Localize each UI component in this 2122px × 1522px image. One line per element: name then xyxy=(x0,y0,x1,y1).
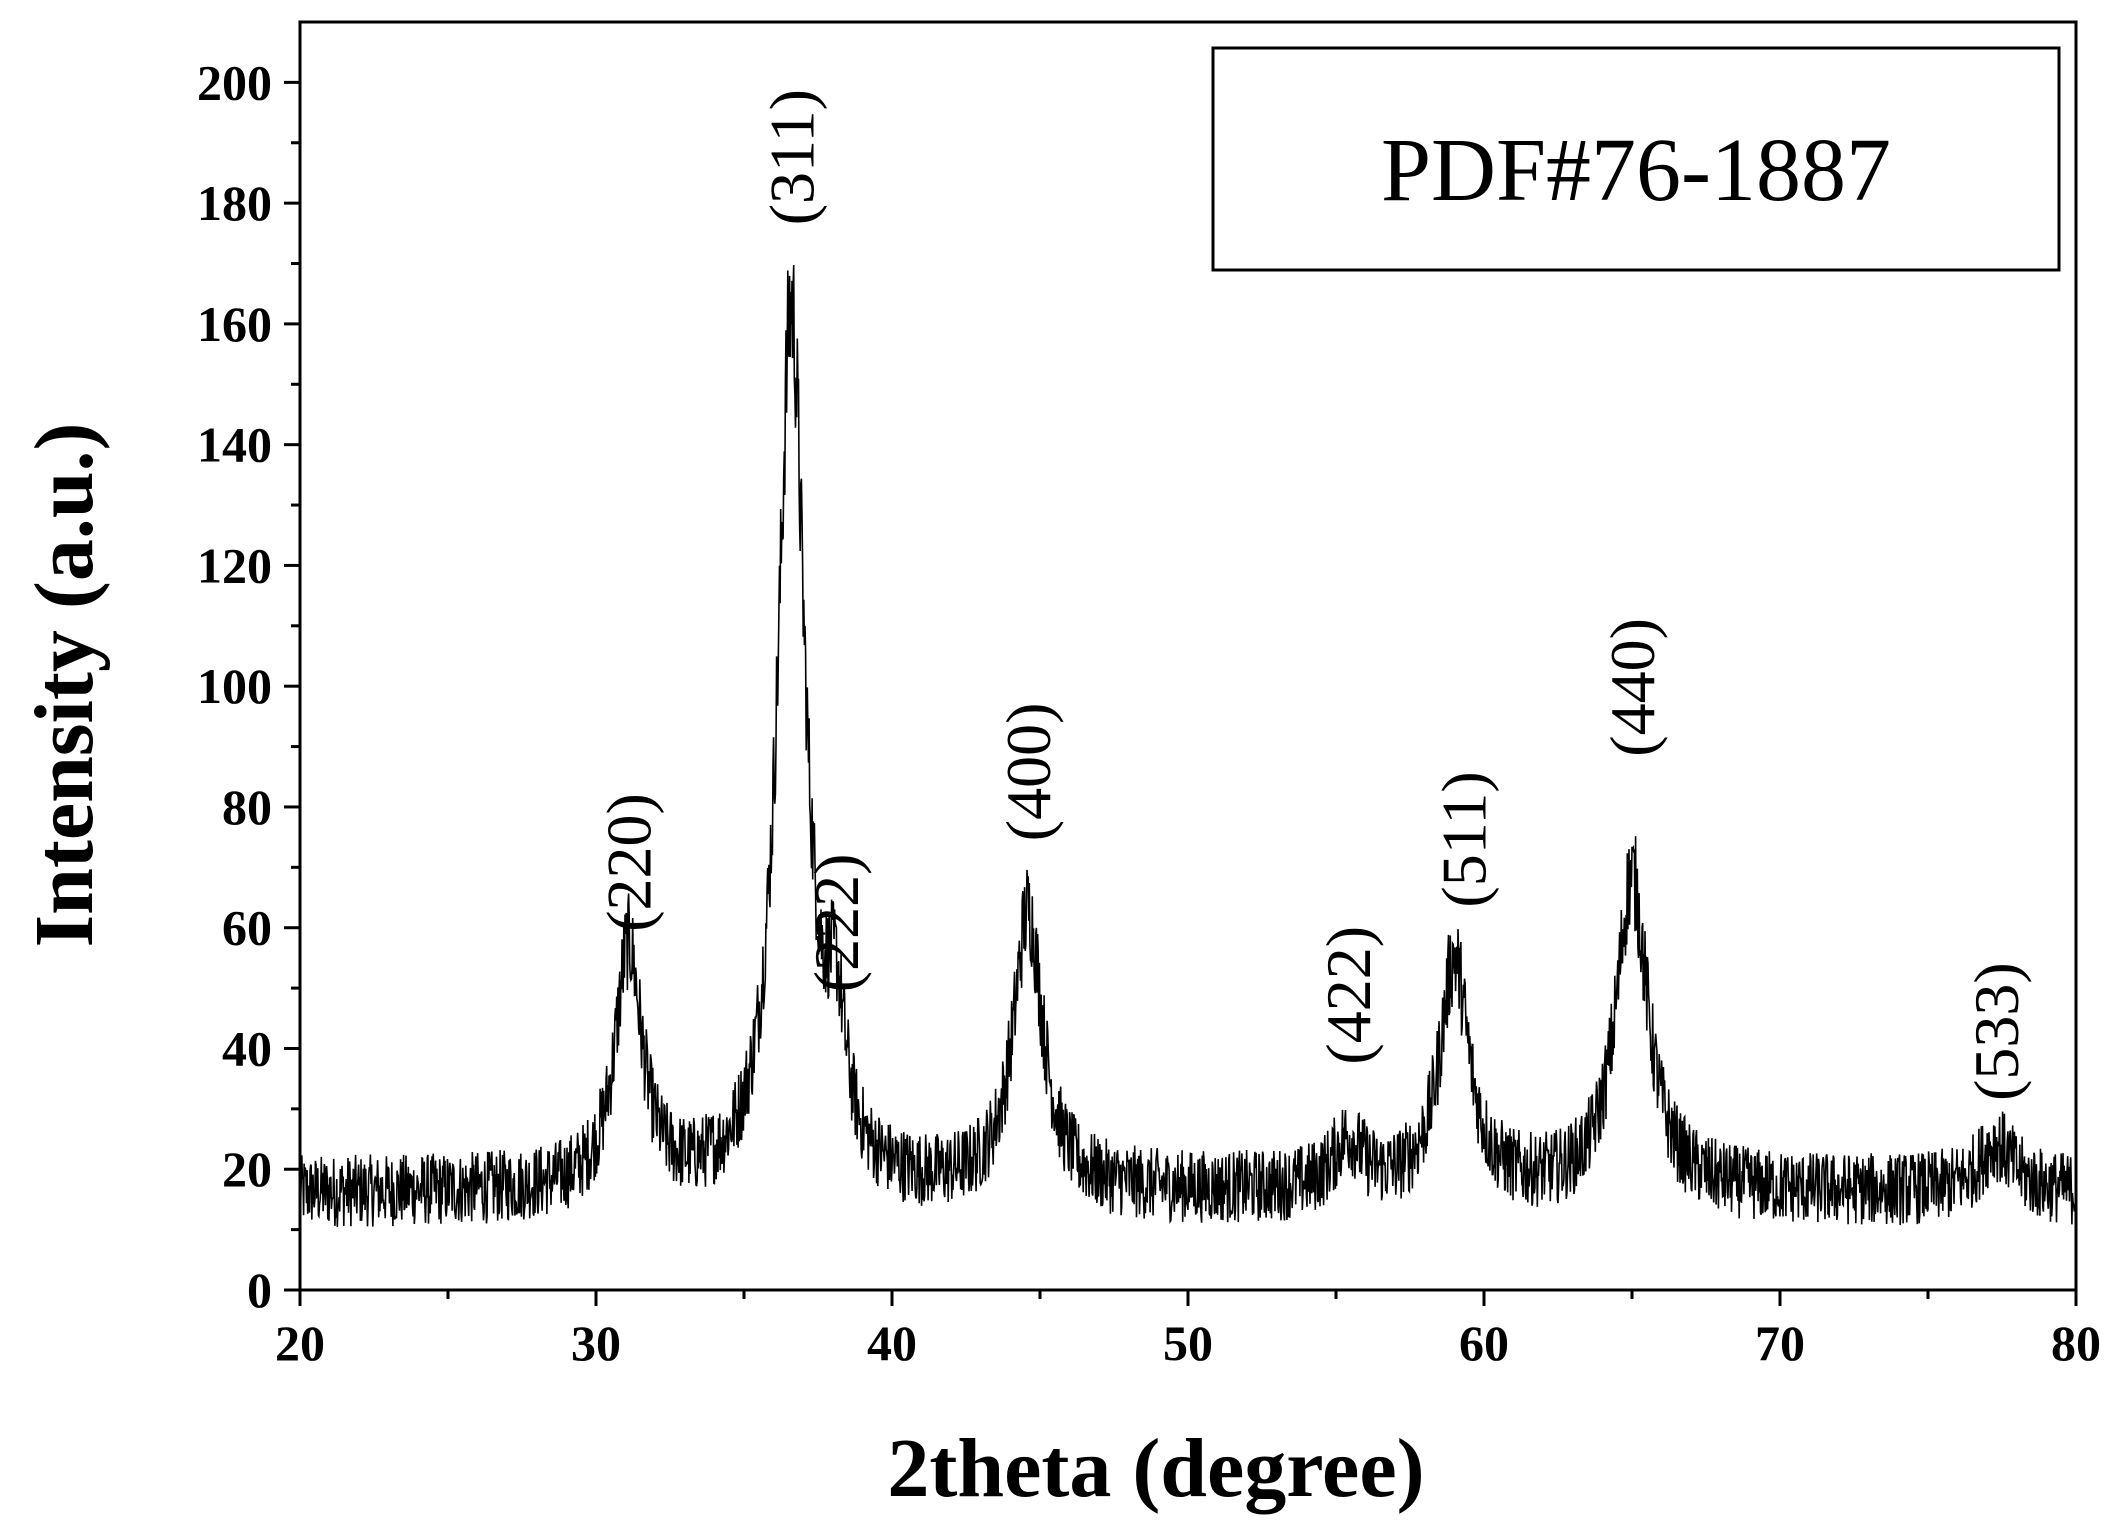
y-tick-label: 20 xyxy=(222,1141,272,1197)
xrd-pattern-line xyxy=(299,264,2077,1228)
y-tick-label: 80 xyxy=(222,779,272,835)
x-tick-label: 80 xyxy=(2051,1315,2101,1371)
y-tick-label: 0 xyxy=(247,1262,272,1318)
y-tick-label: 40 xyxy=(222,1020,272,1076)
peak-label: (440) xyxy=(1597,618,1668,757)
y-axis: 0 20 40 60 80 100 120 140 160 180 200 xyxy=(197,54,300,1318)
y-tick-label: 120 xyxy=(197,537,272,593)
y-axis-title: Intensity (a.u.) xyxy=(18,422,111,947)
peak-label: (511) xyxy=(1428,771,1499,907)
x-axis: 20 30 40 50 60 70 80 xyxy=(275,1290,2101,1371)
peak-label: (533) xyxy=(1961,962,2032,1101)
x-tick-label: 70 xyxy=(1755,1315,1805,1371)
legend: PDF#76-1887 xyxy=(1211,46,2061,272)
peak-label: (222) xyxy=(801,854,872,993)
x-tick-label: 60 xyxy=(1459,1315,1509,1371)
legend-box xyxy=(1211,46,2061,272)
y-tick-label: 180 xyxy=(197,175,272,231)
x-tick-label: 30 xyxy=(571,1315,621,1371)
peak-label: (422) xyxy=(1313,926,1384,1065)
y-tick-label: 200 xyxy=(197,54,272,110)
x-tick-label: 40 xyxy=(867,1315,917,1371)
peak-label: (311) xyxy=(756,89,827,225)
peak-label: (400) xyxy=(993,703,1064,842)
x-tick-label: 50 xyxy=(1163,1315,1213,1371)
y-tick-label: 100 xyxy=(197,658,272,714)
y-tick-label: 60 xyxy=(222,900,272,956)
legend-text: PDF#76-1887 xyxy=(1381,121,1891,220)
x-tick-label: 20 xyxy=(275,1315,325,1371)
peak-annotations: (220) (311) (222) (400) (422) (511) (440) (533) xyxy=(594,89,2033,1101)
peak-label: (220) xyxy=(594,793,665,932)
x-axis-title: 2theta (degree) xyxy=(887,1422,1424,1515)
y-tick-label: 140 xyxy=(197,417,272,473)
y-tick-label: 160 xyxy=(197,296,272,352)
